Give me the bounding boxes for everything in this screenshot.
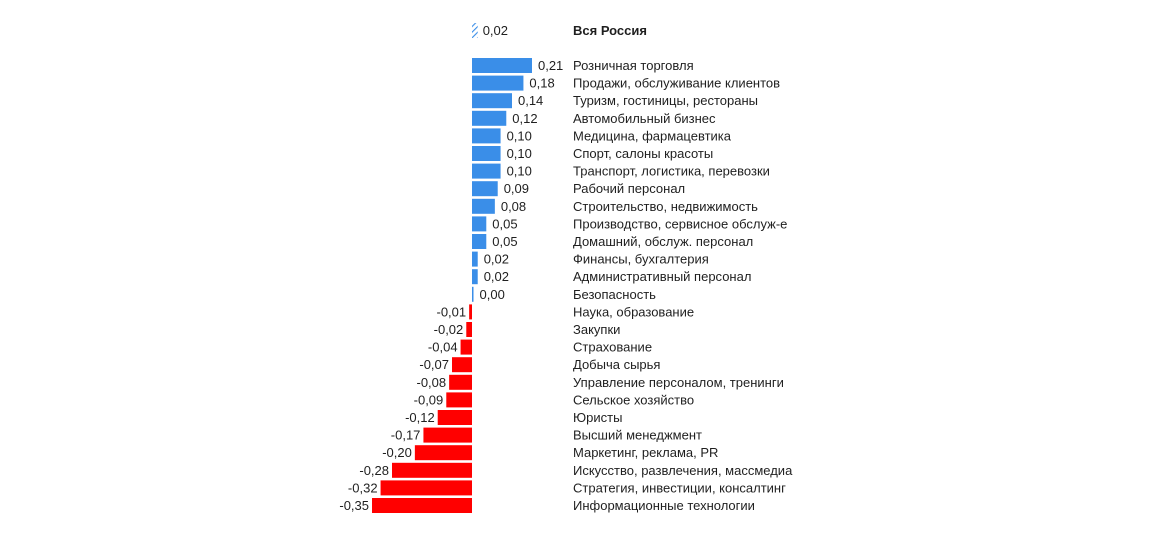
- total-bar: [472, 23, 478, 38]
- bar: [469, 304, 472, 320]
- category-label: Автомобильный бизнес: [573, 111, 716, 126]
- category-label: Домашний, обслуж. персонал: [573, 234, 753, 249]
- bar-value-label: -0,02: [434, 322, 464, 337]
- category-label: Спорт, салоны красоты: [573, 146, 713, 161]
- bar: [449, 374, 472, 390]
- bar: [472, 234, 487, 249]
- category-label: Продажи, обслуживание клиентов: [573, 76, 780, 91]
- bar: [460, 339, 472, 355]
- category-label: Туризм, гостиницы, рестораны: [573, 93, 758, 108]
- category-label: Розничная торговля: [573, 58, 694, 73]
- bar-value-label: -0,32: [348, 480, 378, 495]
- bar-value-label: 0,08: [501, 199, 526, 214]
- bar: [472, 110, 507, 126]
- category-label: Информационные технологии: [573, 498, 755, 513]
- bar-value-label: 0,02: [484, 252, 509, 267]
- bar-value-label: 0,12: [512, 111, 537, 126]
- category-label: Управление персоналом, тренинги: [573, 375, 784, 390]
- category-label: Безопасность: [573, 287, 656, 302]
- bar: [472, 269, 478, 285]
- total-row: 0,02 Вся Россия: [472, 23, 647, 38]
- bar: [472, 181, 498, 197]
- bar: [437, 410, 472, 425]
- bar: [380, 480, 472, 496]
- category-label: Юристы: [573, 410, 622, 425]
- bar: [472, 58, 532, 73]
- category-label: Добыча сырья: [573, 357, 660, 372]
- bar-value-label: 0,10: [507, 128, 532, 143]
- category-label: Производство, сервисное обслуж-е: [573, 216, 787, 231]
- bar-value-label: -0,01: [437, 304, 467, 319]
- category-label: Финансы, бухгалтерия: [573, 252, 709, 267]
- bar-value-label: 0,10: [507, 146, 532, 161]
- category-label: Сельское хозяйство: [573, 392, 694, 407]
- category-label: Наука, образование: [573, 304, 694, 319]
- bar-value-label: 0,10: [507, 164, 532, 179]
- bar-value-label: 0,18: [529, 76, 554, 91]
- bar-value-label: 0,00: [480, 287, 505, 302]
- category-label: Высший менеджмент: [573, 428, 702, 443]
- category-label: Строительство, недвижимость: [573, 199, 758, 214]
- bar: [472, 75, 524, 91]
- bar: [466, 322, 472, 337]
- bar: [472, 286, 474, 302]
- bar-value-label: -0,17: [391, 428, 421, 443]
- total-value-label: 0,02: [483, 23, 508, 38]
- category-label: Медицина, фармацевтика: [573, 128, 732, 143]
- bar-value-label: -0,04: [428, 340, 458, 355]
- bar: [472, 128, 501, 144]
- bar: [472, 146, 501, 161]
- bar-value-label: 0,21: [538, 58, 563, 73]
- category-label: Транспорт, логистика, перевозки: [573, 164, 770, 179]
- bar-value-label: 0,02: [484, 269, 509, 284]
- bar-value-label: -0,28: [359, 463, 389, 478]
- total-category-label: Вся Россия: [573, 23, 647, 38]
- bar: [472, 216, 487, 232]
- bar-value-label: 0,09: [504, 181, 529, 196]
- category-label: Искусство, развлечения, массмедиа: [573, 463, 793, 478]
- category-label: Страхование: [573, 340, 652, 355]
- bar: [472, 198, 495, 214]
- category-label: Маркетинг, реклама, PR: [573, 445, 718, 460]
- bar: [472, 251, 478, 267]
- bar-value-label: -0,20: [382, 445, 412, 460]
- category-label: Закупки: [573, 322, 620, 337]
- bar-value-label: -0,09: [414, 392, 444, 407]
- bar: [372, 498, 472, 513]
- bar-value-label: -0,08: [417, 375, 447, 390]
- bars-group: 0,21 Розничная торговля 0,18 Продажи, обслу…: [339, 58, 793, 513]
- bar-value-label: -0,35: [339, 498, 369, 513]
- bar: [446, 392, 472, 408]
- category-label: Рабочий персонал: [573, 181, 685, 196]
- bar: [472, 163, 501, 179]
- bar-value-label: 0,05: [492, 216, 517, 231]
- bar-value-label: 0,05: [492, 234, 517, 249]
- bar: [414, 445, 472, 461]
- category-label: Стратегия, инвестиции, консалтинг: [573, 480, 786, 495]
- category-label: Административный персонал: [573, 269, 751, 284]
- bar-value-label: -0,12: [405, 410, 435, 425]
- bar: [423, 427, 472, 443]
- bar-value-label: -0,07: [419, 357, 449, 372]
- bar: [472, 93, 512, 109]
- bar: [392, 462, 472, 478]
- bar-value-label: 0,14: [518, 93, 543, 108]
- bar: [452, 357, 472, 373]
